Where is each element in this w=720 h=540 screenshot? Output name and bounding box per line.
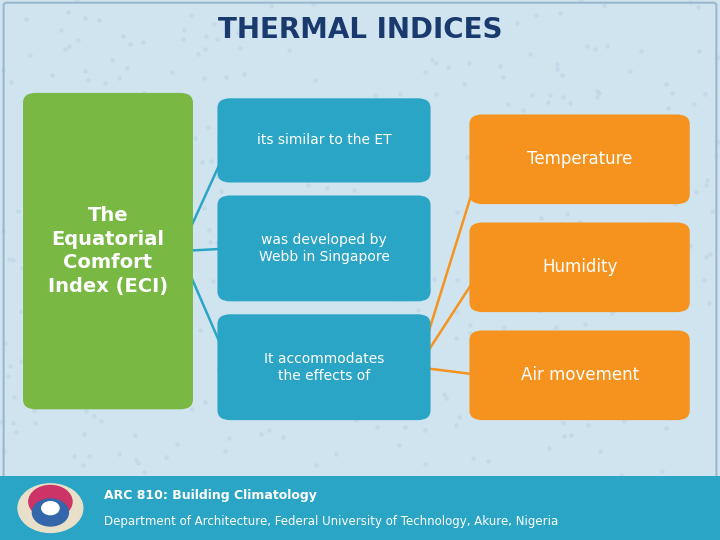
Text: The
Equatorial
Comfort
Index (ECI): The Equatorial Comfort Index (ECI) <box>48 206 168 296</box>
FancyBboxPatch shape <box>469 330 690 420</box>
Text: Air movement: Air movement <box>521 366 639 384</box>
FancyBboxPatch shape <box>469 114 690 204</box>
Text: ARC 810: Building Climatology: ARC 810: Building Climatology <box>104 489 318 502</box>
FancyBboxPatch shape <box>469 222 690 312</box>
Text: Temperature: Temperature <box>527 150 632 168</box>
FancyBboxPatch shape <box>217 195 431 301</box>
Circle shape <box>32 499 68 526</box>
Circle shape <box>18 484 83 532</box>
FancyBboxPatch shape <box>217 98 431 183</box>
Text: its similar to the ET: its similar to the ET <box>257 133 391 147</box>
Text: THERMAL INDICES: THERMAL INDICES <box>217 16 503 44</box>
Text: Department of Architecture, Federal University of Technology, Akure, Nigeria: Department of Architecture, Federal Univ… <box>104 515 559 528</box>
Text: Humidity: Humidity <box>542 258 617 276</box>
FancyBboxPatch shape <box>217 314 431 420</box>
Circle shape <box>29 485 72 518</box>
Circle shape <box>42 502 59 515</box>
Text: was developed by
Webb in Singapore: was developed by Webb in Singapore <box>258 233 390 264</box>
Text: It accommodates
the effects of: It accommodates the effects of <box>264 352 384 383</box>
FancyBboxPatch shape <box>0 476 720 540</box>
FancyBboxPatch shape <box>23 93 193 409</box>
